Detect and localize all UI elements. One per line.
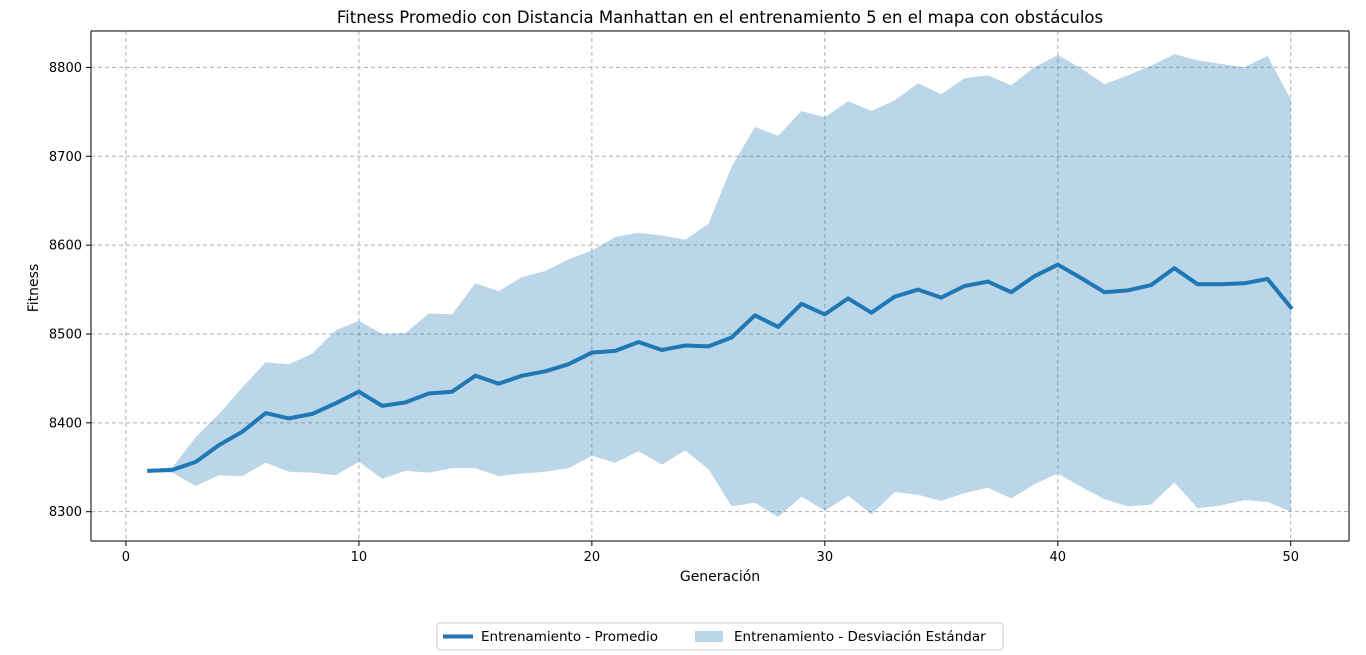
x-tick-label: 20: [584, 550, 601, 565]
y-tick-label: 8800: [49, 61, 82, 76]
y-axis: 8300 8400 8500 8600 8700 8800: [49, 61, 91, 520]
x-tick-label: 30: [817, 550, 834, 565]
plot-frame: [90, 30, 1350, 542]
y-tick-label: 8400: [49, 416, 82, 431]
y-tick-label: 8700: [49, 150, 82, 165]
legend-label-mean: Entrenamiento - Promedio: [481, 629, 658, 645]
x-tick-label: 10: [351, 550, 368, 565]
x-tick-label: 40: [1050, 550, 1067, 565]
y-tick-label: 8300: [49, 505, 82, 520]
y-axis-label: Fitness: [26, 264, 42, 313]
legend-label-std: Entrenamiento - Desviación Estándar: [734, 629, 986, 645]
x-axis-label: Generación: [680, 569, 760, 585]
legend-box: [436, 622, 1004, 651]
y-tick-label: 8500: [49, 327, 82, 342]
x-tick-label: 0: [122, 550, 130, 565]
y-tick-label: 8600: [49, 239, 82, 254]
std-band-area: [149, 54, 1291, 517]
chart-title: Fitness Promedio con Distancia Manhattan…: [337, 8, 1103, 27]
grid-lines: [91, 31, 1349, 541]
mean-line: [147, 262, 1294, 473]
legend-band-swatch: [695, 631, 723, 642]
x-axis: 0 10 20 30 40 50: [122, 541, 1299, 565]
x-tick-label: 50: [1282, 550, 1299, 565]
mean-line-layer: [147, 262, 1294, 473]
std-band-layer: [149, 54, 1291, 517]
legend: Entrenamiento - Promedio Entrenamiento - …: [436, 622, 1004, 651]
